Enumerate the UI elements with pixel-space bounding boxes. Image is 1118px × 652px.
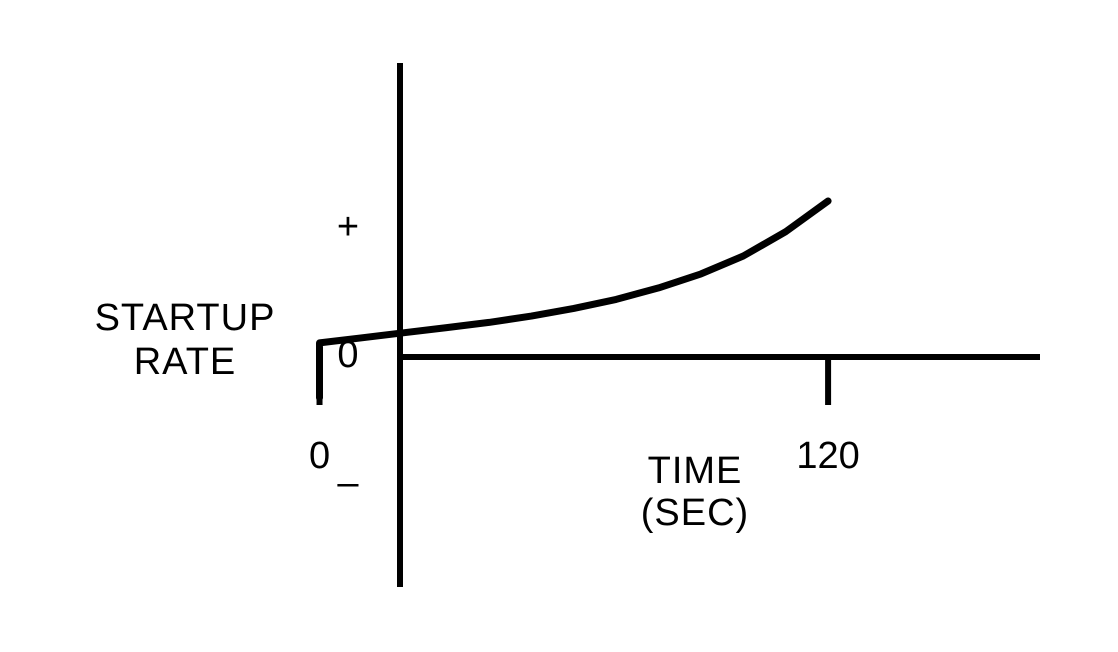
y-tick-label-0: +: [336, 206, 360, 249]
y-tick-label-2: –: [337, 461, 359, 504]
y-tick-label-1: 0: [337, 333, 359, 376]
y-axis-label-line-2: RATE: [133, 341, 237, 383]
x-axis-label: TIME (SEC): [600, 450, 790, 534]
x-tick-label-1: 120: [796, 435, 860, 477]
x-axis-label-line-2: (SEC): [640, 492, 750, 534]
series-line: [316, 197, 832, 402]
y-axis-label: STARTUP RATE: [70, 296, 300, 384]
x-tick-marks: [316, 356, 832, 405]
x-axis-label-line-1: TIME: [647, 450, 743, 492]
x-tick-label-0: 0: [308, 435, 331, 477]
y-axis-label-line-1: STARTUP: [94, 297, 276, 339]
